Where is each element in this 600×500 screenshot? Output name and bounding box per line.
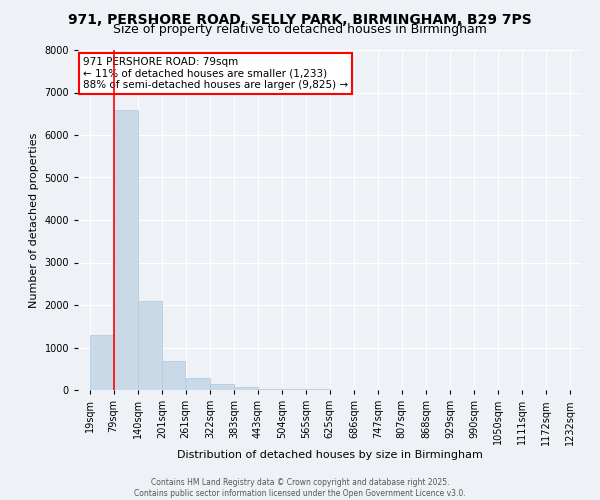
Text: Size of property relative to detached houses in Birmingham: Size of property relative to detached ho…	[113, 22, 487, 36]
Bar	[210, 384, 234, 390]
Text: Contains HM Land Registry data © Crown copyright and database right 2025.
Contai: Contains HM Land Registry data © Crown c…	[134, 478, 466, 498]
Bar	[258, 388, 281, 390]
Bar	[234, 386, 257, 390]
Y-axis label: Number of detached properties: Number of detached properties	[29, 132, 39, 308]
Bar	[282, 389, 306, 390]
Bar	[162, 361, 185, 390]
X-axis label: Distribution of detached houses by size in Birmingham: Distribution of detached houses by size …	[177, 450, 483, 460]
Text: 971 PERSHORE ROAD: 79sqm
← 11% of detached houses are smaller (1,233)
88% of sem: 971 PERSHORE ROAD: 79sqm ← 11% of detach…	[83, 57, 348, 90]
Bar	[114, 110, 137, 390]
Bar	[90, 335, 113, 390]
Text: 971, PERSHORE ROAD, SELLY PARK, BIRMINGHAM, B29 7PS: 971, PERSHORE ROAD, SELLY PARK, BIRMINGH…	[68, 12, 532, 26]
Bar	[186, 378, 209, 390]
Bar	[138, 300, 161, 390]
